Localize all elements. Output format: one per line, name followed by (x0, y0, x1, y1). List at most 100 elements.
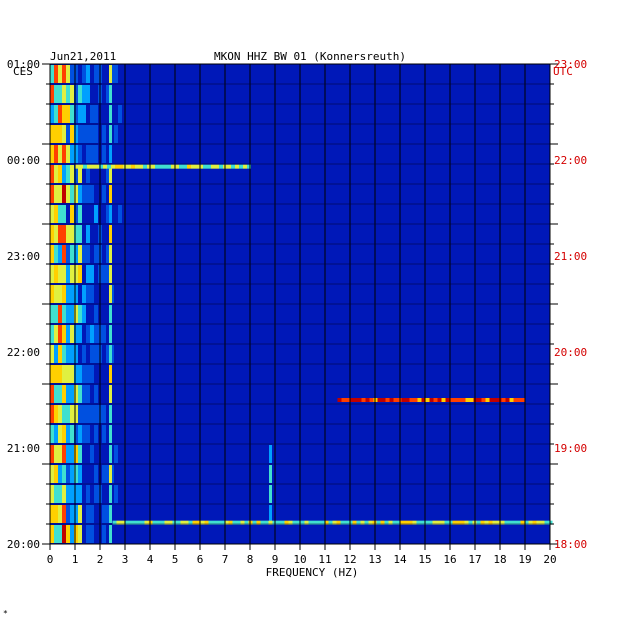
spectrogram-cell (50, 385, 54, 403)
event-band-cell (540, 520, 545, 525)
spectrogram-cell (58, 325, 62, 343)
spectrogram-cell (86, 225, 90, 243)
spectrogram-cell (58, 425, 62, 443)
spectrogram-cell (74, 505, 78, 523)
event-band-cell (501, 398, 506, 402)
event-band-cell (324, 520, 329, 525)
event-band-cell (152, 520, 157, 525)
spectrogram-cell (78, 105, 82, 123)
event-band-cell (441, 398, 446, 402)
spectrogram-cell (66, 285, 70, 303)
spectrogram-cell (74, 525, 78, 543)
spectrogram-cell (82, 385, 86, 403)
event-band-cell (228, 520, 233, 525)
event-band-cell (412, 520, 417, 525)
event-band-cell (276, 520, 281, 525)
spectrogram-cell (70, 465, 74, 483)
spectrogram-cell (70, 365, 74, 383)
x-axis-tick-label: 14 (393, 553, 407, 566)
spectrogram-cell (106, 465, 110, 483)
spectrogram-cell (78, 305, 82, 323)
event-band-cell (247, 164, 251, 169)
event-band-cell (520, 520, 525, 525)
right-axis-tick-label: 22:00 (554, 154, 587, 167)
event-band-cell (235, 164, 239, 169)
spectrogram-cell (66, 505, 70, 523)
event-band-cell (296, 520, 301, 525)
spectrogram-cell (70, 265, 74, 283)
spectrogram-cell (78, 385, 82, 403)
spectral-line-cell (109, 245, 112, 263)
event-band-cell (120, 520, 125, 525)
left-timezone-label: CES (13, 65, 33, 78)
spectrogram-cell (94, 405, 98, 423)
spectrogram-cell (74, 405, 78, 423)
spectrogram-cell (50, 525, 54, 543)
event-band-cell (396, 520, 401, 525)
event-band-cell (521, 398, 526, 402)
spectrogram-cell (70, 185, 74, 203)
spectrogram-cell (50, 285, 54, 303)
event-band-cell (212, 520, 217, 525)
spectrogram-cell (106, 245, 110, 263)
spectrogram-cell (62, 265, 66, 283)
event-band-cell (493, 398, 498, 402)
spectrogram-cell (106, 205, 110, 223)
spectrogram-cell (66, 145, 70, 163)
spectrogram-cell (74, 145, 78, 163)
spectrogram-cell (86, 385, 90, 403)
event-band-cell (139, 164, 143, 169)
event-band-cell (308, 520, 313, 525)
spectrogram-cells (50, 65, 553, 543)
event-band-cell (453, 398, 458, 402)
spectrogram-cell (58, 345, 62, 363)
spectrogram-cell (62, 485, 66, 503)
spectrogram-cell (66, 485, 70, 503)
spectrogram-cell (102, 505, 106, 523)
spectrogram-cell (58, 265, 62, 283)
x-axis-tick-label: 4 (147, 553, 154, 566)
spectrogram-cell (58, 225, 62, 243)
spectrogram-cell (78, 165, 82, 183)
spectrogram-cell (62, 105, 66, 123)
event-band-cell (400, 520, 405, 525)
spectrogram-cell (66, 185, 70, 203)
spectral-line-cell (109, 265, 112, 283)
event-band-cell (432, 520, 437, 525)
spectrogram-cell (78, 365, 82, 383)
spectrogram-cell (86, 245, 90, 263)
spectrogram-cell (90, 185, 94, 203)
spectrogram-cell (58, 145, 62, 163)
spectral-line-cell (109, 445, 112, 463)
spectral-line-cell (109, 525, 112, 543)
spectrogram-cell (62, 285, 66, 303)
spectral-line-cell (109, 105, 112, 123)
event-band-cell (465, 398, 470, 402)
event-band-cell (160, 520, 165, 525)
spectrogram-cell (74, 125, 78, 143)
right-timezone-label: UTC (553, 65, 573, 78)
event-band-cell (243, 164, 247, 169)
spectrogram-cell (82, 85, 86, 103)
event-band-cell (380, 520, 385, 525)
spectral-line-cell (109, 285, 112, 303)
event-band-cell (401, 398, 406, 402)
spectrogram-cell (86, 65, 90, 83)
spectrogram-cell (50, 105, 54, 123)
x-axis-tick-label: 1 (72, 553, 79, 566)
spectrogram-cell (54, 185, 58, 203)
x-axis-tick-label: 8 (247, 553, 254, 566)
spectrogram-cell (94, 245, 98, 263)
spectrogram-cell (54, 445, 58, 463)
spectrogram-cell (62, 65, 66, 83)
event-band-cell (83, 164, 87, 169)
spectrogram-cell (86, 125, 90, 143)
spectrogram-cell (70, 445, 74, 463)
event-band-cell (460, 520, 465, 525)
spectrogram-cell (58, 465, 62, 483)
spectrogram-cell (50, 345, 54, 363)
event-band-cell (368, 520, 373, 525)
spectrogram-cell (58, 305, 62, 323)
spectrogram-cell (74, 165, 78, 183)
spectrogram-cell (82, 345, 86, 363)
